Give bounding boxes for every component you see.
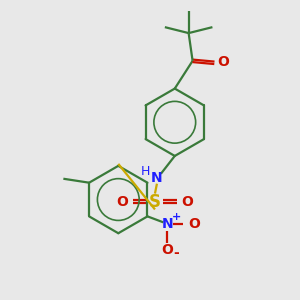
Text: O: O bbox=[161, 243, 173, 257]
Text: S: S bbox=[149, 193, 161, 211]
Text: N: N bbox=[151, 171, 163, 185]
Text: -: - bbox=[173, 246, 179, 260]
Text: H: H bbox=[140, 165, 150, 178]
Text: O: O bbox=[116, 194, 128, 208]
Text: O: O bbox=[218, 55, 229, 69]
Text: O: O bbox=[182, 194, 194, 208]
Text: N: N bbox=[161, 217, 173, 231]
Text: O: O bbox=[188, 217, 200, 231]
Text: +: + bbox=[172, 212, 181, 222]
